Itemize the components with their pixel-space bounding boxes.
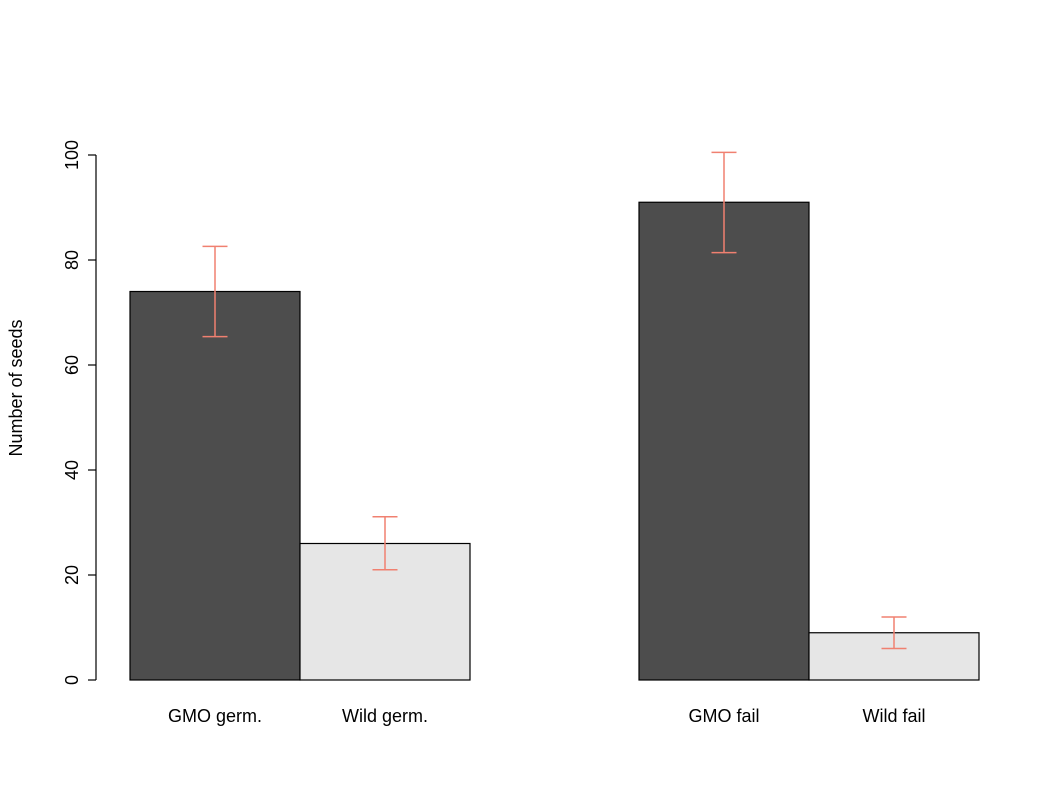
y-axis-title: Number of seeds: [6, 319, 26, 456]
category-label: GMO germ.: [168, 706, 262, 726]
y-tick-label: 40: [62, 460, 82, 480]
error-bar: [372, 515, 398, 571]
y-tick-label: 80: [62, 250, 82, 270]
y-axis: 0 20 40 60 80 100: [62, 140, 97, 685]
y-tick-label: 0: [62, 675, 82, 685]
category-label: Wild germ.: [342, 706, 428, 726]
y-tick-label: 20: [62, 565, 82, 585]
error-bar: [202, 245, 228, 338]
y-tick-label: 100: [62, 140, 82, 170]
error-bar: [711, 151, 737, 254]
y-tick-label: 60: [62, 355, 82, 375]
error-bars: [202, 151, 907, 650]
bar-gmo-fail: [638, 201, 810, 681]
category-label: Wild fail: [862, 706, 925, 726]
category-labels: GMO germ. Wild germ. GMO fail Wild fail: [168, 706, 926, 726]
category-label: GMO fail: [688, 706, 759, 726]
error-bar: [881, 616, 907, 650]
bar-gmo-germ: [129, 290, 301, 681]
bars: [129, 201, 980, 681]
